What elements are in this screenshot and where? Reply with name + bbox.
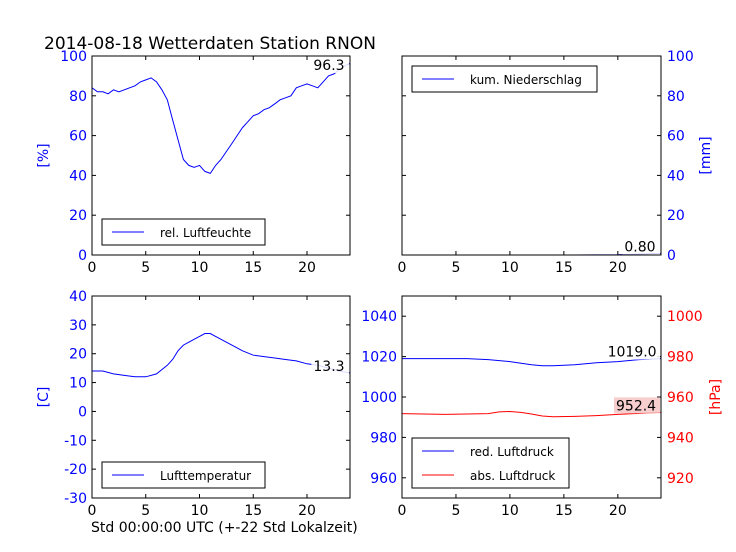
chart-title: 2014-08-18 Wetterdaten Station RNON xyxy=(44,34,376,54)
legend-label: abs. Luftdruck xyxy=(470,469,555,483)
x-tick-label: 0 xyxy=(88,260,97,276)
last-value-label: 96.3 xyxy=(313,58,344,74)
x-tick-label: 5 xyxy=(141,503,150,519)
value-box xyxy=(311,57,349,73)
value-box xyxy=(622,238,660,255)
y-tick-label: 60 xyxy=(667,129,685,145)
plot-frame xyxy=(401,295,662,499)
x-tick-label: 5 xyxy=(141,260,150,276)
panel-temperature: 0 5 10 15 20 -30 -20 -10 0 10 20 30 40 [C] 13.3 Lufttem… xyxy=(36,289,351,519)
legend: kum. Niederschlag xyxy=(411,65,598,93)
y-tick-label: 1000 xyxy=(361,390,397,406)
value-box xyxy=(311,358,349,375)
y-tick-label: 80 xyxy=(667,89,685,105)
x-tick-label: 20 xyxy=(298,503,316,519)
x-tick-label: 10 xyxy=(501,260,519,276)
y-tick-label: 960 xyxy=(370,471,397,487)
panel-pressure: 0 5 10 15 20 960 980 1000 1020 1040 920 940 960 980 10… xyxy=(361,295,724,519)
last-value-label: 0.80 xyxy=(624,239,655,255)
legend: Lufttemperatur xyxy=(101,461,266,489)
x-tick-label: 20 xyxy=(609,260,627,276)
y-tick-label: 80 xyxy=(69,89,87,105)
y-tick-label: 60 xyxy=(69,129,87,145)
y-tick-label: 40 xyxy=(667,168,685,184)
series-line-pressure-0 xyxy=(402,358,661,367)
y-tick-label-right: 960 xyxy=(667,390,694,406)
y-tick-label: 1020 xyxy=(361,350,397,366)
value-box xyxy=(605,343,660,360)
y-axis-label: [%] xyxy=(36,143,52,167)
series-line-pressure-1 xyxy=(402,410,661,418)
panel-precipitation: 0 5 10 15 20 0 20 40 60 80 100 [mm] 0.80 kum. Nieders… xyxy=(398,49,714,276)
y-axis-label: [C] xyxy=(36,387,52,408)
y-tick-label: 0 xyxy=(78,248,87,264)
legend-box xyxy=(411,437,570,489)
y-tick-label: 20 xyxy=(69,208,87,224)
y-tick-label: 1040 xyxy=(361,309,397,325)
y-tick-label: 30 xyxy=(69,318,87,334)
plot-frame xyxy=(91,55,351,256)
y-tick-label: 0 xyxy=(667,248,676,264)
y-tick-label: 40 xyxy=(69,168,87,184)
last-value-label: 952.4 xyxy=(616,398,656,414)
legend-label: red. Luftdruck xyxy=(470,445,554,459)
y-tick-label: 20 xyxy=(69,347,87,363)
plot-frame xyxy=(401,55,662,256)
series-line-temperature-0 xyxy=(92,333,350,378)
x-tick-label: 10 xyxy=(501,503,519,519)
y-tick-label-right: 920 xyxy=(667,471,694,487)
y-tick-label-right: 940 xyxy=(667,430,694,446)
x-tick-label: 5 xyxy=(451,260,460,276)
x-tick-label: 20 xyxy=(298,260,316,276)
y-tick-label: 20 xyxy=(667,208,685,224)
x-tick-label: 10 xyxy=(191,503,209,519)
x-tick-label: 0 xyxy=(398,503,407,519)
x-tick-label: 20 xyxy=(609,503,627,519)
legend: red. Luftdruck abs. Luftdruck xyxy=(411,437,570,489)
legend-label: kum. Niederschlag xyxy=(470,73,582,87)
x-tick-label: 5 xyxy=(451,503,460,519)
last-value-label: 1019.0 xyxy=(608,345,657,361)
last-value-label: 13.3 xyxy=(313,359,344,375)
x-tick-label: 15 xyxy=(555,260,573,276)
legend: rel. Luftfeuchte xyxy=(101,218,266,246)
y-tick-label-right: 1000 xyxy=(667,309,703,325)
x-tick-label: 10 xyxy=(191,260,209,276)
y-tick-label: 10 xyxy=(69,376,87,392)
y-tick-label: 980 xyxy=(370,430,397,446)
y-tick-label: 0 xyxy=(78,404,87,420)
x-tick-label: 15 xyxy=(244,503,262,519)
y-tick-label: 40 xyxy=(69,289,87,305)
y-axis-label: [mm] xyxy=(698,136,714,174)
y-tick-label: 100 xyxy=(60,49,87,65)
x-tick-label: 0 xyxy=(398,260,407,276)
value-box xyxy=(614,397,660,414)
legend-label: Lufttemperatur xyxy=(160,469,251,483)
plot-frame xyxy=(91,295,351,499)
series-line-humidity-0 xyxy=(92,62,350,175)
y-axis-label: [hPa] xyxy=(708,379,724,415)
y-tick-label: -30 xyxy=(64,491,87,507)
x-tick-label: 15 xyxy=(244,260,262,276)
y-tick-label-right: 980 xyxy=(667,350,694,366)
y-tick-label: -20 xyxy=(64,462,87,478)
legend-label: rel. Luftfeuchte xyxy=(160,226,251,240)
x-axis-label: Std 00:00:00 UTC (+-22 Std Lokalzeit) xyxy=(91,520,358,536)
x-tick-label: 0 xyxy=(88,503,97,519)
y-tick-label: 100 xyxy=(667,49,694,65)
panel-humidity: 0 5 10 15 20 0 20 40 60 80 100 [%] 96.3 rel. Luftfeuc… xyxy=(36,49,351,276)
y-tick-label: -10 xyxy=(64,433,87,449)
x-tick-label: 15 xyxy=(555,503,573,519)
